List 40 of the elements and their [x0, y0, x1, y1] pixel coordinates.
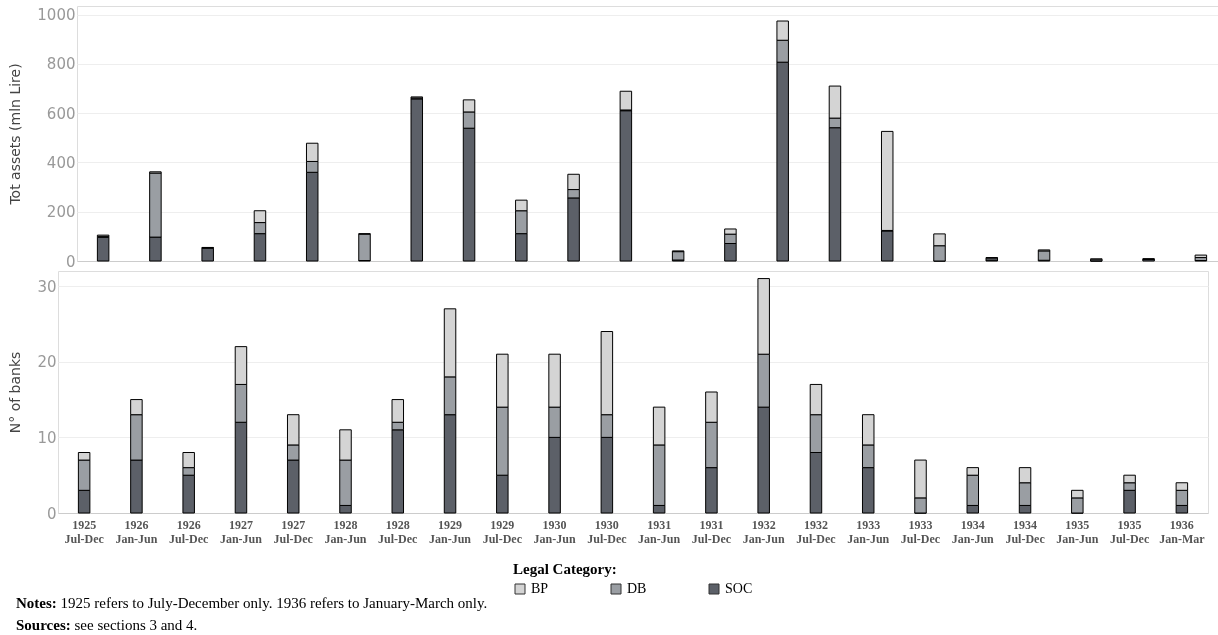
x-tick-label: 1930 Jan-Jun	[533, 517, 576, 546]
y-tick-label: 600	[46, 104, 76, 123]
y-tick-label: 30	[37, 277, 57, 296]
y-tick-label: 0	[65, 252, 76, 271]
legend-title: Legal Category:	[513, 561, 617, 577]
y-tick-label: 20	[37, 353, 57, 372]
legend-label: BP	[531, 581, 549, 596]
x-tick-label: 1935 Jan-Jun	[1056, 517, 1099, 546]
x-tick-label: 1928 Jul-Dec	[378, 517, 419, 546]
x-tick-label: 1932 Jul-Dec	[796, 517, 837, 546]
x-tick-label: 1925 Jul-Dec	[64, 517, 105, 546]
y-tick-label: 1000	[37, 6, 76, 25]
x-tick-label: 1927 Jan-Jun	[219, 517, 263, 546]
x-tick-label: 1935 Jul-Dec	[1109, 517, 1150, 546]
y-axis-title: Tot assets (mln Lire)	[7, 63, 24, 206]
y-tick-label: 400	[46, 153, 76, 172]
y-tick-label: 200	[46, 203, 76, 222]
x-tick-label: 1928 Jan-Jun	[324, 517, 367, 546]
x-tick-label: 1931 Jan-Jun	[638, 517, 681, 546]
x-tick-label: 1927 Jul-Dec	[273, 517, 314, 546]
source-note: Sources: see sections 3 and 4.	[16, 616, 199, 635]
y-tick-label: 0	[46, 504, 57, 523]
x-tick-label: 1926 Jan-Jun	[115, 517, 158, 546]
legend-label: SOC	[725, 581, 753, 596]
x-tick-label: 1933 Jul-Dec	[900, 517, 941, 546]
text: Notes: 1925 refers to July-December only. 1936 refers to January-March only.	[16, 594, 488, 613]
x-tick-label: 1926 Jul-Dec	[169, 517, 210, 546]
x-tick-label: 1934 Jan-Jun	[951, 517, 995, 546]
x-tick-label: 1936 Jan-Mar	[1159, 517, 1206, 546]
x-tick-label: 1931 Jul-Dec	[691, 517, 732, 546]
x-tick-label: 1929 Jan-Jun	[429, 517, 472, 546]
x-tick-label: 1933 Jan-Jun	[847, 517, 890, 546]
x-tick-label: 1929 Jul-Dec	[482, 517, 523, 546]
y-tick-label: 10	[37, 428, 57, 447]
x-tick-label: 1934 Jul-Dec	[1005, 517, 1046, 546]
x-tick-label: 1932 Jan-Jun	[742, 517, 786, 546]
y-tick-label: 800	[46, 55, 76, 74]
legend-label: DB	[627, 581, 647, 596]
y-axis-title: N° of banks	[7, 351, 24, 434]
x-tick-label: 1930 Jul-Dec	[587, 517, 628, 546]
